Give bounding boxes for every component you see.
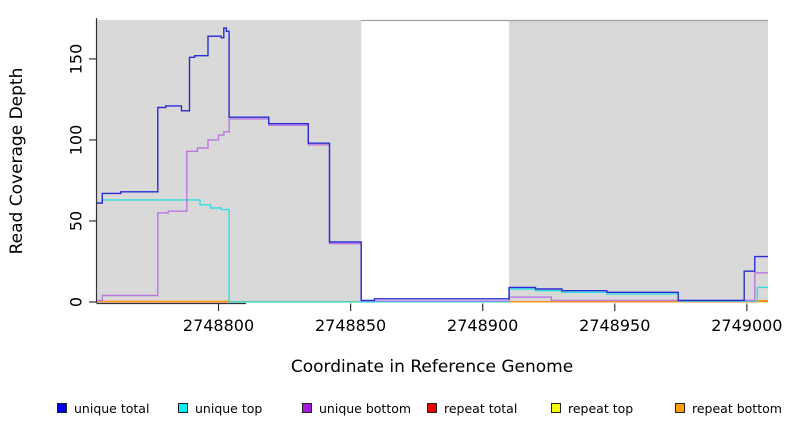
legend-label: repeat total [444,400,518,416]
legend-label: repeat bottom [692,400,782,416]
legend-swatch-unique-bottom [302,403,312,413]
legend-label: unique top [195,400,263,416]
legend-item-repeat-bottom: repeat bottom [675,399,782,417]
legend-swatch-repeat-top [551,403,561,413]
legend: unique total unique top unique bottom repea… [0,399,792,421]
legend-swatch-unique-top [178,403,188,413]
y-tick-label: 100 [66,124,86,156]
x-tick-label: 2748900 [447,316,519,335]
legend-swatch-repeat-total [427,403,437,413]
series-unique-total [97,27,768,302]
y-tick-label: 50 [66,210,86,232]
legend-label: repeat top [568,400,634,416]
legend-swatch-repeat-bottom [675,403,685,413]
y-tick-label: 150 [66,43,86,75]
repeat-region-right [509,20,768,303]
y-axis-title: Read Coverage Depth [7,67,27,255]
legend-swatch-unique-total [57,403,67,413]
legend-item-repeat-top: repeat top [551,399,633,417]
legend-item-unique-bottom: unique bottom [302,399,411,417]
y-tick-label: 0 [66,296,86,308]
x-tick-label: 2749000 [711,316,783,335]
legend-item-repeat-total: repeat total [427,399,517,417]
legend-label: unique total [74,400,150,416]
legend-label: unique bottom [319,400,412,416]
x-tick-label: 2748850 [314,316,387,335]
x-tick-label: 2748800 [182,316,255,335]
x-axis-title: Coordinate in Reference Genome [290,357,574,377]
legend-item-unique-total: unique total [57,399,149,417]
legend-item-unique-top: unique top [178,399,262,417]
x-tick-label: 2748950 [579,316,651,335]
